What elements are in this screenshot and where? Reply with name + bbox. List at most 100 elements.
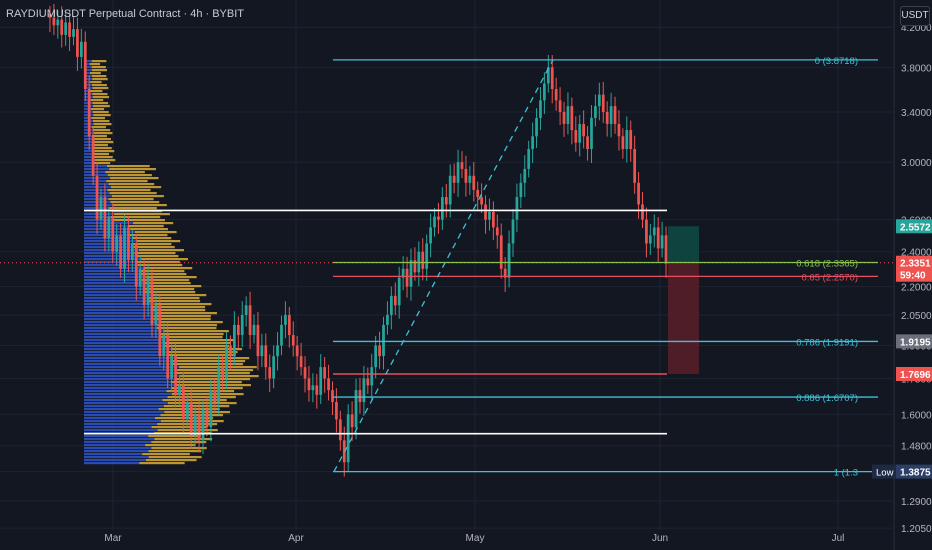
candle-body	[299, 356, 303, 368]
volume-bar-yellow	[135, 255, 179, 258]
volume-bar-yellow	[160, 321, 223, 324]
candle-body	[366, 378, 370, 386]
price-badge	[896, 366, 932, 381]
candle-body	[444, 197, 448, 205]
candle-body	[119, 235, 122, 269]
price-badge-label: 59:40	[900, 271, 926, 282]
volume-bar-blue	[84, 264, 139, 267]
candle-body	[582, 123, 586, 137]
volume-bar-yellow	[92, 96, 110, 99]
volume-bar-yellow	[89, 63, 101, 66]
candle-body	[511, 219, 515, 244]
volume-bar-blue	[84, 339, 168, 342]
candle-body	[189, 402, 193, 435]
volume-bar-yellow	[153, 315, 211, 318]
volume-bar-yellow	[144, 288, 195, 291]
price-tick-label: 3.4000	[901, 108, 932, 119]
candle-body	[488, 211, 491, 220]
time-tick-label: Mar	[104, 533, 122, 544]
candle-body	[248, 305, 252, 336]
volume-bar-blue	[84, 270, 140, 273]
volume-bar-blue	[84, 159, 95, 162]
volume-bar-yellow	[89, 72, 101, 75]
volume-bar-blue	[84, 342, 165, 345]
volume-bar-blue	[84, 108, 92, 111]
volume-bar-yellow	[147, 300, 201, 303]
price-tick-label: 1.2900	[901, 497, 932, 508]
volume-bar-blue	[84, 354, 168, 357]
candle-body	[495, 227, 499, 236]
volume-bar-yellow	[163, 330, 229, 333]
volume-bar-yellow	[154, 303, 212, 306]
volume-bar-blue	[84, 171, 106, 174]
volume-bar-yellow	[105, 171, 145, 174]
volume-bar-yellow	[138, 249, 184, 252]
price-badge	[896, 464, 932, 479]
candle-body	[103, 197, 107, 239]
volume-bar-blue	[84, 336, 161, 339]
candle-body	[236, 324, 240, 336]
volume-bar-yellow	[158, 408, 220, 411]
volume-bar-yellow	[171, 363, 243, 366]
candle-body	[433, 216, 436, 228]
volume-bar-yellow	[148, 450, 202, 453]
volume-bar-blue	[84, 318, 154, 321]
volume-bar-blue	[84, 426, 152, 429]
candle-body	[178, 385, 181, 395]
volume-bar-yellow	[91, 126, 106, 129]
volume-bar-blue	[84, 324, 158, 327]
volume-bar-blue	[84, 75, 92, 78]
candle-body	[452, 175, 456, 183]
currency-button[interactable]: USDT	[900, 6, 930, 26]
candle-body	[429, 227, 432, 244]
volume-bar-yellow	[136, 240, 181, 243]
volume-bar-yellow	[148, 435, 201, 438]
fib-level-label: 0.618 (2.3365)	[796, 258, 858, 269]
candle-body	[629, 130, 633, 150]
candle-body	[338, 419, 342, 441]
candle-body	[323, 367, 327, 379]
volume-bar-blue	[84, 297, 148, 300]
candle-body	[64, 22, 68, 35]
volume-bar-blue	[84, 189, 108, 192]
candle-body	[519, 182, 523, 198]
candle-body	[460, 162, 464, 169]
volume-bar-blue	[84, 180, 107, 183]
volume-bar-blue	[84, 378, 176, 381]
volume-bar-yellow	[92, 78, 108, 81]
position-box	[668, 226, 699, 374]
candle-body	[158, 305, 162, 357]
volume-bar-yellow	[90, 90, 103, 93]
candle-body	[382, 324, 385, 357]
volume-bar-blue	[84, 213, 115, 216]
volume-bar-yellow	[142, 453, 190, 456]
volume-bar-blue	[84, 261, 137, 264]
volume-bar-yellow	[94, 156, 113, 159]
candle-body	[166, 335, 170, 379]
volume-bar-yellow	[145, 444, 196, 447]
volume-bar-yellow	[160, 336, 223, 339]
volume-bar-yellow	[174, 357, 250, 360]
volume-bar-blue	[84, 462, 140, 465]
price-tick-label: 1.4800	[901, 442, 932, 453]
candle-body	[146, 277, 150, 306]
candle-body	[107, 216, 111, 239]
low-tag-label: Low	[876, 468, 894, 479]
candle-body	[574, 130, 578, 143]
horizontal-lines: 0 (3.8718) 0.618 (2.3365) 0.65 (2.2570) 0.7…	[84, 56, 878, 479]
candle-body	[570, 106, 574, 131]
volume-bar-yellow	[91, 60, 107, 63]
volume-bar-blue	[84, 243, 133, 246]
volume-bar-blue	[84, 60, 92, 63]
candle-body	[378, 345, 381, 357]
volume-bar-blue	[84, 87, 93, 90]
volume-bar-yellow	[143, 267, 193, 270]
candle-body	[209, 390, 213, 428]
volume-bar-blue	[84, 78, 93, 81]
candle-body	[56, 19, 60, 26]
candle-body	[295, 345, 299, 357]
volume-bar-yellow	[93, 147, 112, 150]
candle-body	[550, 67, 554, 90]
price-badge-label: 2.3351	[900, 259, 931, 270]
